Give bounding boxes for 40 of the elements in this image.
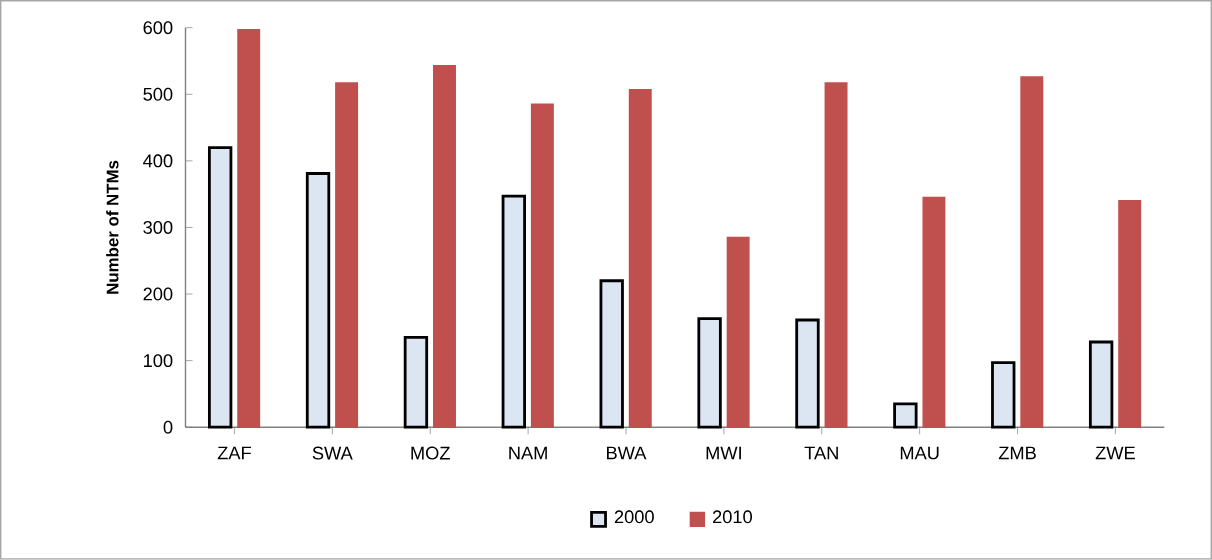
bar: [1088, 340, 1114, 429]
bar: [530, 103, 554, 429]
y-axis-title: Number of NTMs: [106, 160, 119, 294]
bar: [403, 336, 429, 429]
bar: [697, 317, 722, 429]
x-tick-label: BWA: [607, 446, 647, 460]
x-tick-label: NAM: [509, 446, 547, 460]
y-tick-label: 400: [143, 154, 173, 168]
x-tick-label: TAN: [804, 446, 838, 460]
y-tick-label: 500: [143, 87, 173, 101]
bar: [795, 318, 820, 429]
bar: [628, 89, 652, 429]
bar: [1118, 200, 1142, 429]
legend-label: 2010: [713, 510, 752, 524]
x-tick-label: MAU: [900, 446, 939, 460]
y-tick-label: 100: [144, 354, 173, 368]
x-tick-label: SWA: [312, 446, 353, 460]
y-tick-label: 600: [143, 21, 173, 35]
bar: [335, 82, 359, 429]
x-tick-label: MWI: [706, 446, 741, 460]
x-tick-label: ZMB: [998, 446, 1036, 460]
bar: [501, 194, 526, 429]
bar: [824, 82, 848, 429]
x-tick-label: MOZ: [411, 446, 450, 460]
y-tick-label: 200: [143, 287, 173, 301]
bar: [433, 65, 456, 429]
bar: [1020, 76, 1044, 429]
bar: [305, 172, 331, 429]
x-tick-label: ZWE: [1095, 446, 1135, 460]
x-tick-label: ZAF: [217, 446, 251, 460]
bar: [599, 279, 624, 429]
bar: [726, 236, 750, 429]
bar: [207, 146, 233, 429]
bar: [991, 361, 1016, 429]
bar: [893, 402, 918, 429]
bar: [237, 29, 261, 429]
y-tick-label: 300: [143, 221, 173, 235]
y-tick-label: 0: [163, 420, 173, 434]
legend-label: 2000: [614, 510, 654, 524]
bar: [922, 196, 946, 429]
